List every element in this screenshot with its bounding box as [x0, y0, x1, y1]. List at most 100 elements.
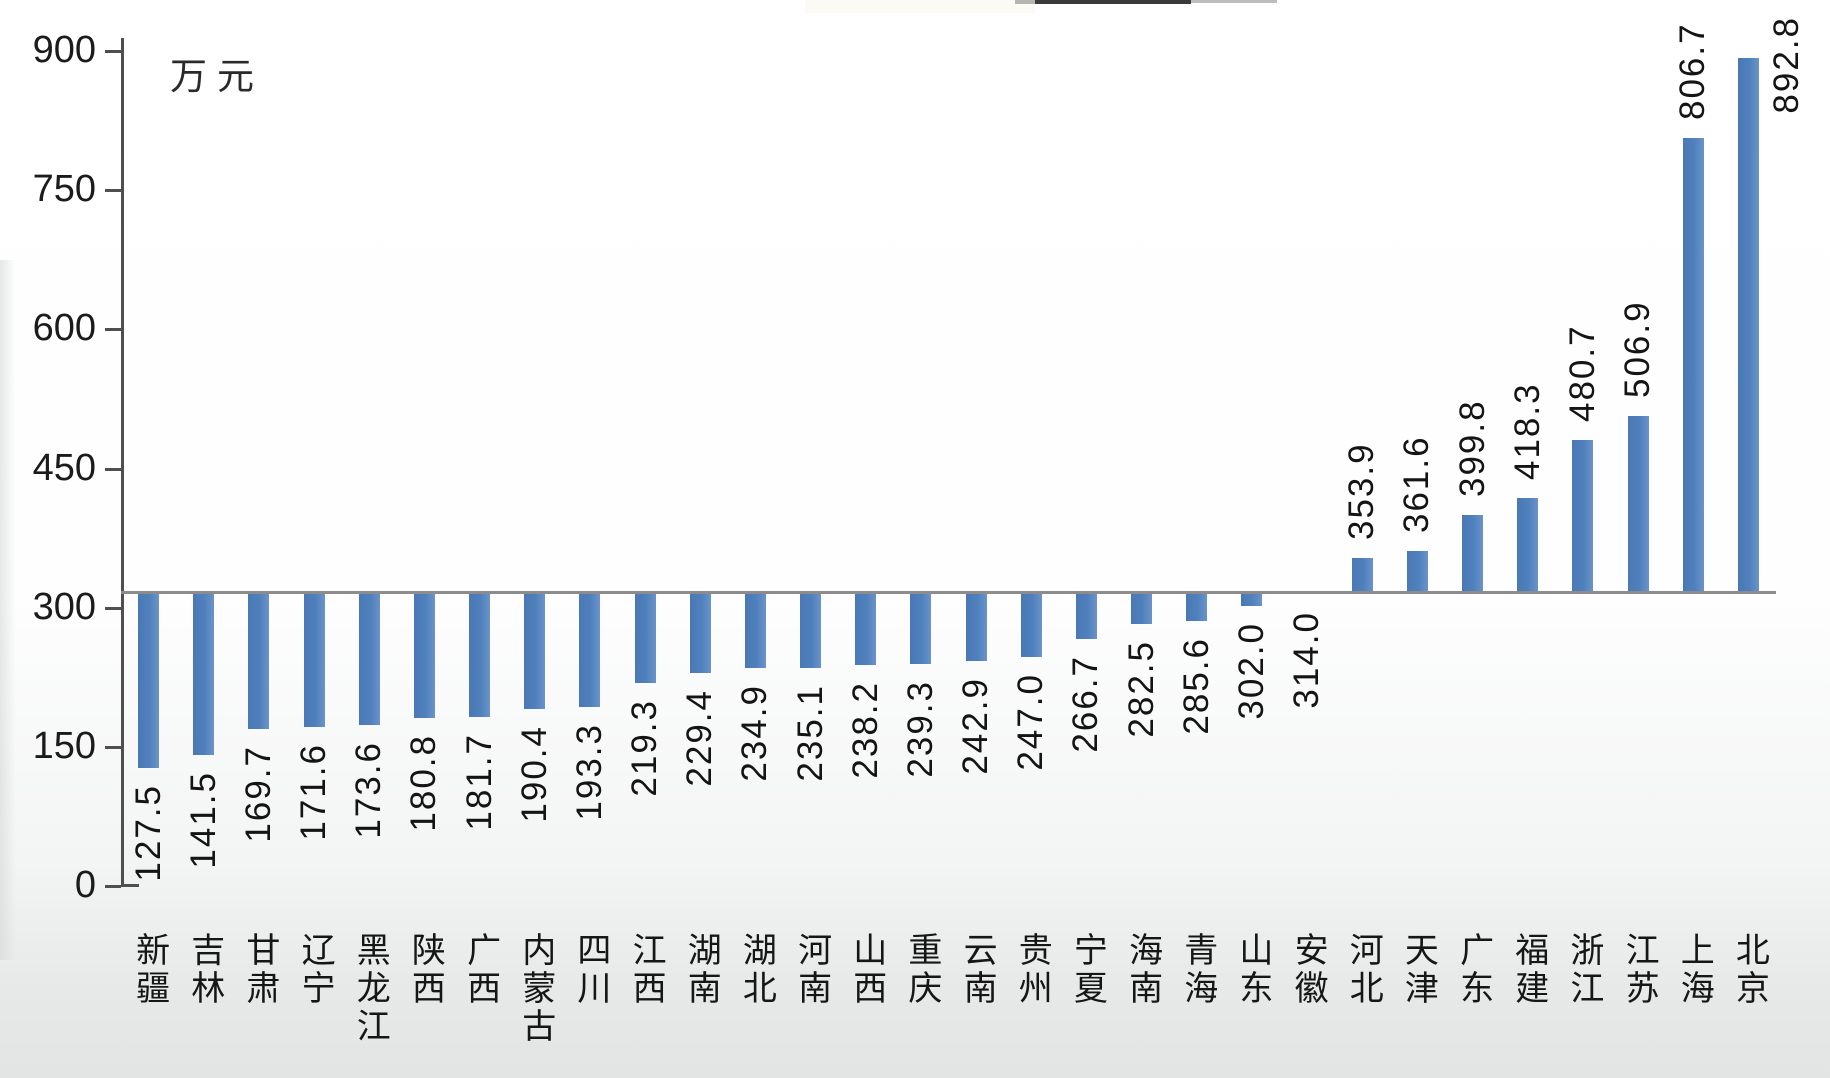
bar: [634, 593, 656, 683]
bar: [689, 593, 711, 674]
x-category-label: 黑龙江: [351, 932, 390, 1046]
bar-value-label: 234.9: [735, 684, 775, 782]
bar-value-label: 418.3: [1507, 382, 1547, 480]
bar-value-label: 181.7: [459, 733, 499, 832]
bar: [855, 593, 877, 665]
cropped-title-remnant-dark: [1015, 0, 1191, 4]
x-category-label: 重庆: [902, 932, 941, 1008]
bar-value-label: 180.8: [404, 734, 444, 832]
y-axis-unit-label: 万元: [170, 56, 264, 97]
bar-value-label: 171.6: [294, 742, 334, 841]
bar-value-label: 506.9: [1618, 300, 1658, 398]
bar: [1020, 593, 1042, 657]
x-category-label: 北京: [1730, 932, 1769, 1008]
bar-value-label: 127.5: [128, 783, 168, 882]
y-tick-label: 600: [32, 307, 96, 350]
bar-value-label: 239.3: [900, 679, 940, 778]
x-category-label: 青海: [1178, 932, 1217, 1008]
y-tick-mark: [105, 50, 121, 53]
bar: [138, 593, 160, 768]
bar-value-label: 242.9: [956, 676, 996, 775]
bar-value-label: 141.5: [183, 770, 223, 869]
bar-value-label: 247.0: [1011, 672, 1051, 771]
y-tick-mark: [105, 328, 121, 332]
y-tick-label: 300: [32, 585, 96, 628]
y-tick-label: 450: [32, 446, 96, 489]
bar: [1351, 557, 1373, 593]
bar-value-label: 266.7: [1066, 654, 1106, 753]
x-category-label: 辽宁: [296, 932, 335, 1008]
x-category-label: 山东: [1233, 932, 1272, 1008]
x-category-label: 福建: [1509, 932, 1548, 1008]
cropped-title-remnant-cream: [805, 0, 1035, 13]
x-category-label: 贵州: [1013, 932, 1052, 1008]
y-tick-mark: [105, 885, 121, 888]
bar-value-label: 314.0: [1287, 610, 1327, 709]
y-tick-mark: [105, 467, 121, 471]
bar: [248, 593, 270, 729]
bar: [1406, 550, 1428, 593]
bar-value-label: 399.8: [1452, 399, 1492, 498]
x-category-label: 湖北: [737, 932, 776, 1008]
x-category-label: 广西: [461, 932, 500, 1008]
bar-value-label: 219.3: [625, 698, 665, 797]
bar: [1682, 137, 1704, 593]
y-tick-label: 150: [32, 724, 96, 767]
bar-value-label: 238.2: [845, 681, 885, 779]
bar-value-label: 353.9: [1342, 442, 1382, 540]
y-tick-label: 750: [32, 168, 96, 211]
bar-value-label: 806.7: [1673, 21, 1713, 120]
y-tick-label: 900: [32, 29, 96, 71]
x-category-label: 湖南: [682, 932, 721, 1008]
bar: [1737, 57, 1759, 593]
bar-value-label: 302.0: [1231, 621, 1271, 720]
bar: [1517, 497, 1539, 593]
x-category-label: 天津: [1399, 932, 1438, 1008]
category-axis-baseline: [121, 591, 1776, 594]
bar: [1186, 593, 1208, 622]
x-category-label: 陕西: [406, 932, 445, 1008]
x-category-label: 海南: [1123, 932, 1162, 1008]
y-tick-label: 0: [74, 864, 96, 906]
x-category-label: 宁夏: [1068, 932, 1107, 1008]
y-tick-mark: [105, 745, 121, 749]
bar: [965, 593, 987, 661]
bar-value-label: 361.6: [1397, 434, 1437, 533]
x-axis-stub: [121, 884, 139, 887]
bar: [1572, 440, 1594, 593]
x-category-label: 内蒙古: [516, 932, 555, 1046]
x-category-label: 吉林: [185, 932, 224, 1008]
bar-value-label: 169.7: [238, 744, 278, 843]
bar-value-label: 480.7: [1562, 324, 1602, 423]
x-category-label: 云南: [958, 932, 997, 1008]
bar: [358, 593, 380, 725]
y-tick-mark: [105, 189, 121, 193]
bar: [1131, 593, 1153, 624]
bar-value-label: 190.4: [514, 725, 554, 823]
bar: [193, 593, 215, 755]
bar: [800, 593, 822, 668]
x-category-label: 江苏: [1620, 932, 1659, 1008]
bar-value-label: 193.3: [569, 722, 609, 821]
x-category-label: 江西: [627, 932, 666, 1008]
bar-value-label: 285.6: [1176, 637, 1216, 735]
bar: [413, 593, 435, 719]
x-category-label: 河南: [792, 932, 831, 1008]
x-category-label: 安徽: [1289, 932, 1328, 1008]
x-category-label: 河北: [1344, 932, 1383, 1008]
bar: [303, 593, 325, 727]
cropped-title-remnant-light: [1191, 0, 1277, 3]
bar-value-label: 282.5: [1121, 639, 1161, 738]
bar: [1241, 593, 1263, 606]
x-category-label: 山西: [847, 932, 886, 1008]
bar: [1627, 415, 1649, 593]
bar: [1462, 515, 1484, 593]
bar: [1075, 593, 1097, 639]
bar: [524, 593, 546, 710]
y-tick-mark: [105, 606, 121, 610]
bar-value-label: 229.4: [680, 689, 720, 787]
x-category-label: 广东: [1454, 932, 1493, 1008]
x-category-label: 四川: [571, 932, 610, 1008]
bar-value-label: 235.1: [790, 683, 830, 782]
